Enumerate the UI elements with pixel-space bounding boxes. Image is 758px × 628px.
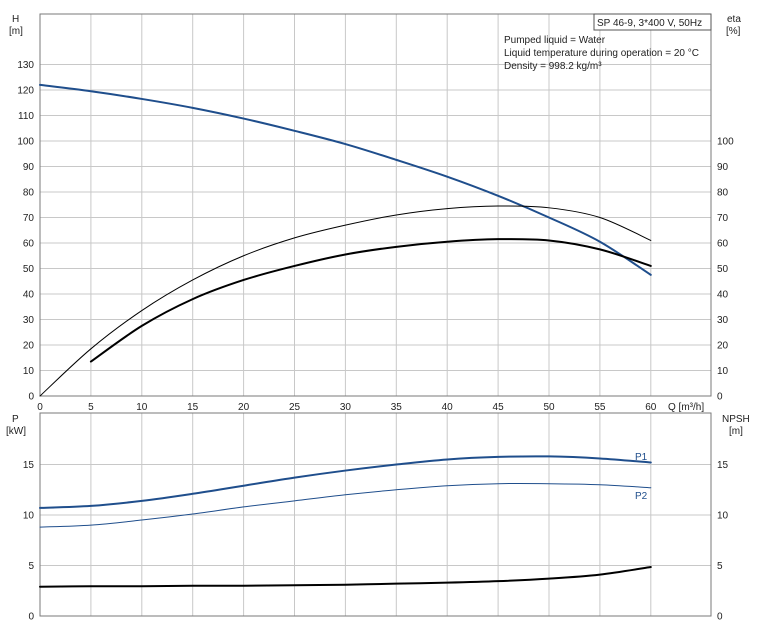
y-tick-label: 10: [23, 366, 35, 377]
npsh-tick-label: 0: [717, 612, 723, 623]
x-tick-label: 5: [88, 402, 94, 413]
y2-tick-label: 10: [717, 366, 729, 377]
x-tick-label: 20: [238, 402, 250, 413]
y-tick-label: 30: [23, 315, 35, 326]
y-tick-label: 90: [23, 162, 35, 173]
npsh-tick-label: 15: [717, 460, 729, 471]
y2-tick-label: 90: [717, 162, 729, 173]
x-tick-label: 30: [340, 402, 352, 413]
power-axis-unit: [kW]: [6, 426, 26, 437]
y-tick-label: 110: [18, 111, 34, 122]
x-tick-label: 50: [543, 402, 555, 413]
x-tick-label: 15: [187, 402, 199, 413]
y-tick-label: 100: [17, 137, 34, 148]
y-tick-label: 60: [23, 239, 35, 250]
x-axis-label: Q [m³/h]: [668, 402, 704, 413]
y2-tick-label: 80: [717, 188, 729, 199]
series-label-p1: P1: [635, 452, 648, 463]
bottom-plot-frame: [39, 412, 712, 617]
npsh-tick-label: 10: [717, 511, 729, 522]
p1-power-curve: [39, 455, 652, 509]
y2-tick-label: 20: [717, 341, 729, 352]
npsh-axis-label: NPSH: [722, 414, 750, 425]
annotation-liquid-temperature: Liquid temperature during operation = 20…: [504, 48, 699, 59]
efficiency-curve: [89, 238, 652, 363]
y-tick-label: 120: [17, 86, 34, 97]
x-tick-label: 0: [37, 402, 43, 413]
y-axis-unit: [m]: [9, 26, 23, 37]
p2-power-curve: [39, 482, 652, 528]
y2-tick-label: 30: [717, 315, 729, 326]
power-tick-label: 5: [28, 561, 34, 572]
bottom-series: [39, 455, 652, 588]
x-tick-label: 25: [289, 402, 301, 413]
x-ticks: 0 5 10 15 20 25 30 35 40 45 50 55 60: [37, 402, 657, 413]
top-y-ticks: 0 10 20 30 40 50 60 70 80 90 100 110 120 130: [17, 60, 34, 403]
y-tick-label: 130: [17, 60, 34, 71]
npsh-axis-unit: [m]: [729, 426, 743, 437]
series-label-p2: P2: [635, 491, 648, 502]
x-tick-label: 40: [442, 402, 454, 413]
x-tick-label: 60: [645, 402, 657, 413]
y2-tick-label: 0: [717, 392, 723, 403]
bottom-y2-ticks: 0 5 10 15: [717, 460, 729, 623]
y2-tick-label: 60: [717, 239, 729, 250]
x-tick-label: 10: [136, 402, 148, 413]
efficiency-curve-thin: [39, 205, 652, 397]
y-tick-label: 70: [23, 213, 35, 224]
y-tick-label: 20: [23, 341, 35, 352]
annotation-density: Density = 998.2 kg/m³: [504, 61, 602, 72]
x-tick-label: 55: [594, 402, 606, 413]
power-tick-label: 10: [23, 511, 35, 522]
power-tick-label: 0: [28, 612, 34, 623]
x-tick-label: 45: [493, 402, 505, 413]
y-axis-label: H: [12, 14, 19, 25]
bottom-y-ticks: 0 5 10 15: [23, 460, 35, 623]
power-axis-label: P: [12, 414, 19, 425]
y2-tick-label: 100: [717, 137, 734, 148]
npsh-tick-label: 5: [717, 561, 723, 572]
top-series: [39, 83, 652, 397]
npsh-curve: [39, 566, 652, 588]
power-tick-label: 15: [23, 460, 35, 471]
y-tick-label: 80: [23, 188, 35, 199]
y2-tick-label: 50: [717, 264, 729, 275]
top-y2-ticks: 0 10 20 30 40 50 60 70 80 90 100: [717, 137, 734, 403]
y2-axis-unit: [%]: [726, 26, 741, 37]
y-tick-label: 0: [28, 392, 34, 403]
x-tick-label: 35: [391, 402, 403, 413]
y-tick-label: 40: [23, 290, 35, 301]
annotation-pumped-liquid: Pumped liquid = Water: [504, 35, 606, 46]
head-curve: [39, 83, 652, 276]
bottom-panel: 0 5 10 15 0 5 10 15 P [kW] NPSH [m] P1 P2: [6, 412, 750, 623]
top-grid: [39, 14, 711, 397]
y-tick-label: 50: [23, 264, 35, 275]
y2-tick-label: 40: [717, 290, 729, 301]
pump-model-box: [593, 13, 712, 31]
pump-model-title: SP 46-9, 3*400 V, 50Hz: [597, 18, 702, 29]
y2-axis-label: eta: [727, 14, 741, 25]
y2-tick-label: 70: [717, 213, 729, 224]
top-plot-frame: [39, 13, 712, 397]
